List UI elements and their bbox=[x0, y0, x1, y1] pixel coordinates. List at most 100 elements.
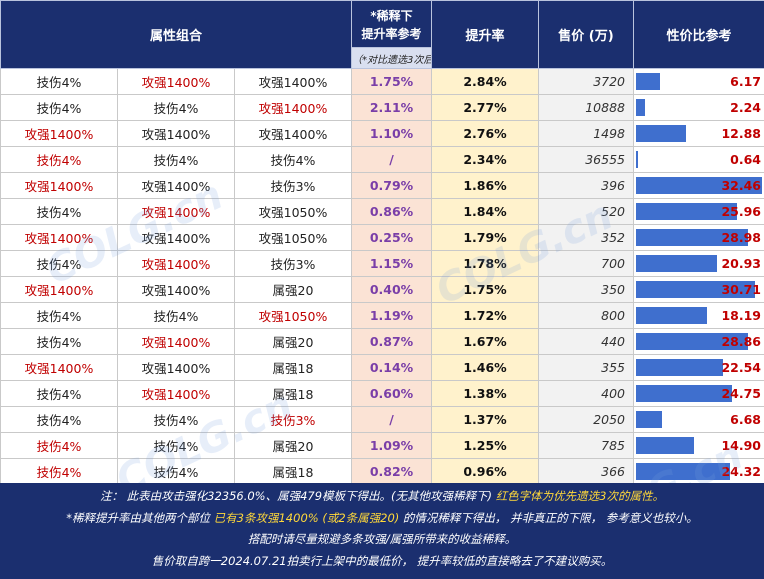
header-dilution: *稀释下 提升率参考 bbox=[351, 0, 432, 48]
cp-bar bbox=[636, 411, 662, 428]
attr-3-cell: 技伤3% bbox=[234, 172, 352, 199]
attr-1-cell: 攻强1400% bbox=[0, 224, 118, 251]
attr-1-cell: 技伤4% bbox=[0, 68, 118, 95]
cp-bar bbox=[636, 281, 755, 298]
cp-cell: 30.71 bbox=[633, 276, 764, 303]
cp-cell: 12.88 bbox=[633, 120, 764, 147]
cp-value: 6.17 bbox=[730, 74, 761, 89]
cp-value: 12.88 bbox=[721, 126, 761, 141]
footer-note-1b: 红色字体为优先遗选3次的属性。 bbox=[495, 489, 665, 503]
attr-3-cell: 攻强1400% bbox=[234, 120, 352, 147]
attr-2-cell: 攻强1400% bbox=[117, 250, 235, 277]
rate-cell: 1.37% bbox=[431, 406, 539, 433]
table-row: 技伤4% 技伤4% 攻强1050% 1.19% 1.72% 800 18.19 bbox=[0, 302, 764, 329]
rate-cell: 1.86% bbox=[431, 172, 539, 199]
cp-cell: 18.19 bbox=[633, 302, 764, 329]
rate-cell: 1.38% bbox=[431, 380, 539, 407]
price-cell: 10888 bbox=[538, 94, 634, 121]
dilution-rate-cell: 0.25% bbox=[351, 224, 432, 251]
price-cell: 3720 bbox=[538, 68, 634, 95]
cp-bar bbox=[636, 333, 748, 350]
footer-note-1a: 注： 此表由攻击强化32356.0%、属强479模板下得出。(无其他攻强稀释下) bbox=[99, 489, 496, 503]
price-cell: 700 bbox=[538, 250, 634, 277]
table-row: 技伤4% 技伤4% 技伤4%/2.34% 36555 0.64 bbox=[0, 146, 764, 173]
cp-cell: 2.24 bbox=[633, 94, 764, 121]
attr-2-cell: 技伤4% bbox=[117, 432, 235, 459]
table-row: 攻强1400% 攻强1400% 攻强1400% 1.10% 2.76% 1498 12.88 bbox=[0, 120, 764, 147]
attr-1-cell: 技伤4% bbox=[0, 198, 118, 225]
cp-cell: 28.98 bbox=[633, 224, 764, 251]
dilution-rate-cell: 1.09% bbox=[351, 432, 432, 459]
table-row: 攻强1400% 攻强1400% 属强18 0.14% 1.46% 355 22.54 bbox=[0, 354, 764, 381]
header-rate: 提升率 bbox=[431, 0, 539, 69]
attr-1-cell: 技伤4% bbox=[0, 458, 118, 485]
attr-3-cell: 属强18 bbox=[234, 380, 352, 407]
attr-3-cell: 属强20 bbox=[234, 276, 352, 303]
dilution-rate-cell: 0.87% bbox=[351, 328, 432, 355]
attr-2-cell: 攻强1400% bbox=[117, 120, 235, 147]
cp-cell: 6.68 bbox=[633, 406, 764, 433]
attr-3-cell: 属强18 bbox=[234, 354, 352, 381]
attr-1-cell: 技伤4% bbox=[0, 406, 118, 433]
cp-bar bbox=[636, 255, 717, 272]
cp-value: 24.32 bbox=[721, 464, 761, 479]
cp-value: 22.54 bbox=[721, 360, 761, 375]
attr-1-cell: 攻强1400% bbox=[0, 276, 118, 303]
price-cell: 2050 bbox=[538, 406, 634, 433]
table-row: 技伤4% 技伤4% 攻强1400% 2.11% 2.77% 10888 2.24 bbox=[0, 94, 764, 121]
attr-2-cell: 技伤4% bbox=[117, 302, 235, 329]
cp-bar bbox=[636, 229, 748, 246]
cp-bar bbox=[636, 177, 762, 194]
cp-value: 28.86 bbox=[721, 334, 761, 349]
price-cell: 440 bbox=[538, 328, 634, 355]
dilution-rate-cell: 2.11% bbox=[351, 94, 432, 121]
price-cell: 400 bbox=[538, 380, 634, 407]
dilution-rate-cell: 0.86% bbox=[351, 198, 432, 225]
cp-cell: 24.75 bbox=[633, 380, 764, 407]
dilution-rate-cell: 0.79% bbox=[351, 172, 432, 199]
price-cell: 785 bbox=[538, 432, 634, 459]
dilution-rate-cell: / bbox=[351, 146, 432, 173]
attr-1-cell: 攻强1400% bbox=[0, 354, 118, 381]
attr-2-cell: 攻强1400% bbox=[117, 328, 235, 355]
attr-1-cell: 技伤4% bbox=[0, 94, 118, 121]
attr-2-cell: 技伤4% bbox=[117, 146, 235, 173]
cp-value: 6.68 bbox=[730, 412, 761, 427]
cp-bar bbox=[636, 125, 686, 142]
price-cell: 355 bbox=[538, 354, 634, 381]
attr-1-cell: 技伤4% bbox=[0, 302, 118, 329]
rate-cell: 1.75% bbox=[431, 276, 539, 303]
cp-value: 18.19 bbox=[721, 308, 761, 323]
rate-cell: 0.96% bbox=[431, 458, 539, 485]
cp-value: 25.96 bbox=[721, 204, 761, 219]
data-table: 属性组合 *稀释下 提升率参考 提升率 售价 (万) 性价比参考 （*对比遗选3… bbox=[0, 0, 764, 485]
table-row: 技伤4% 技伤4% 技伤3%/1.37% 2050 6.68 bbox=[0, 406, 764, 433]
dilution-rate-cell: 0.14% bbox=[351, 354, 432, 381]
rate-cell: 2.34% bbox=[431, 146, 539, 173]
attr-2-cell: 技伤4% bbox=[117, 406, 235, 433]
attr-1-cell: 技伤4% bbox=[0, 380, 118, 407]
cp-cell: 28.86 bbox=[633, 328, 764, 355]
attr-1-cell: 技伤4% bbox=[0, 328, 118, 355]
price-cell: 352 bbox=[538, 224, 634, 251]
table-row: 技伤4% 攻强1400% 属强18 0.60% 1.38% 400 24.75 bbox=[0, 380, 764, 407]
cp-value: 28.98 bbox=[721, 230, 761, 245]
attr-3-cell: 攻强1050% bbox=[234, 302, 352, 329]
table-row: 技伤4% 技伤4% 属强20 1.09% 1.25% 785 14.90 bbox=[0, 432, 764, 459]
attr-3-cell: 属强18 bbox=[234, 458, 352, 485]
cp-cell: 0.64 bbox=[633, 146, 764, 173]
attr-1-cell: 技伤4% bbox=[0, 250, 118, 277]
table-row: 攻强1400% 攻强1400% 攻强1050% 0.25% 1.79% 352 28.98 bbox=[0, 224, 764, 251]
dilution-rate-cell: 1.10% bbox=[351, 120, 432, 147]
attr-2-cell: 攻强1400% bbox=[117, 68, 235, 95]
header-dilution-line2: 提升率参考 bbox=[361, 27, 422, 41]
cp-cell: 25.96 bbox=[633, 198, 764, 225]
attr-3-cell: 攻强1050% bbox=[234, 224, 352, 251]
dilution-rate-cell: 1.15% bbox=[351, 250, 432, 277]
price-cell: 366 bbox=[538, 458, 634, 485]
attr-2-cell: 技伤4% bbox=[117, 94, 235, 121]
price-cell: 520 bbox=[538, 198, 634, 225]
header-cp: 性价比参考 bbox=[633, 0, 764, 69]
table-body: 技伤4% 攻强1400% 攻强1400% 1.75% 2.84% 3720 6.17 技伤4%… bbox=[0, 68, 764, 485]
